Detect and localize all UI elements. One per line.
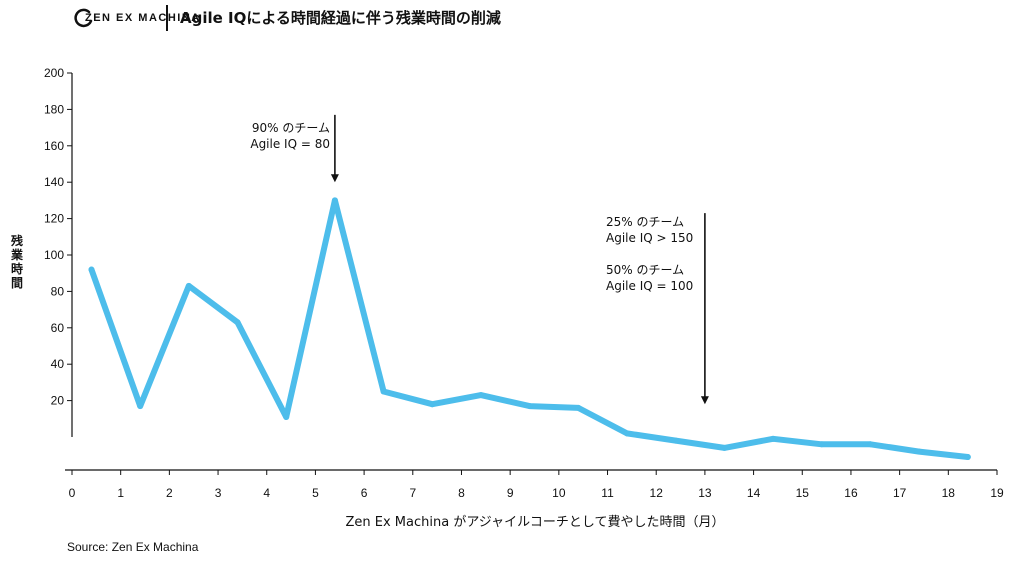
x-tick-label: 15 — [796, 486, 810, 500]
x-tick-label: 1 — [117, 486, 124, 500]
data-point — [672, 437, 679, 444]
y-tick-label: 40 — [51, 357, 65, 371]
data-point — [185, 282, 192, 289]
x-tick-label: 3 — [215, 486, 222, 500]
x-tick-label: 5 — [312, 486, 319, 500]
data-point — [770, 435, 777, 442]
y-tick-label: 140 — [44, 175, 64, 189]
annotation-text: 50% のチーム — [606, 263, 684, 277]
logo-text: ZEN EX MACHINA — [85, 12, 201, 24]
y-tick-label: 180 — [44, 102, 64, 116]
data-point — [477, 392, 484, 399]
source-note: Source: Zen Ex Machina — [67, 540, 199, 554]
data-point — [575, 404, 582, 411]
x-tick-label: 6 — [361, 486, 368, 500]
y-tick-label: 160 — [44, 139, 64, 153]
y-axis-label-char: 残 — [11, 233, 23, 248]
annotation-arrow-head — [330, 174, 339, 183]
x-axis-label: Zen Ex Machina がアジャイルコーチとして費やした時間（月） — [345, 515, 724, 530]
data-point — [380, 388, 387, 395]
data-point — [429, 401, 436, 408]
data-point — [721, 444, 728, 451]
data-point — [283, 413, 290, 420]
y-axis-label-char: 時 — [11, 261, 23, 276]
data-point — [818, 441, 825, 448]
y-axis-label: 残業時間 — [10, 233, 24, 290]
data-point — [137, 403, 144, 410]
y-tick-label: 120 — [44, 212, 64, 226]
x-tick-label: 16 — [844, 486, 858, 500]
x-tick-label: 11 — [601, 486, 614, 500]
x-tick-label: 13 — [698, 486, 712, 500]
header-divider — [166, 5, 168, 31]
annotation-text: Agile IQ = 100 — [606, 279, 693, 293]
annotation-text: Agile IQ > 150 — [606, 231, 693, 245]
x-tick-label: 19 — [990, 486, 1004, 500]
annotation-text: 25% のチーム — [606, 215, 684, 229]
company-logo: ZEN EX MACHINA — [74, 7, 201, 29]
y-tick-label: 20 — [51, 394, 65, 408]
x-axis-ticks: 0 1 2 3 4 5 6 7 8 9 10 11 12 13 14 15 16 17 18 19 — [69, 470, 1004, 500]
annotations: 90% のチーム Agile IQ = 80 25% のチーム Agile IQ > … — [250, 114, 709, 405]
annotation-text: Agile IQ = 80 — [250, 137, 330, 151]
x-tick-label: 18 — [942, 486, 956, 500]
y-tick-label: 100 — [44, 248, 64, 262]
y-tick-label: 200 — [44, 66, 64, 80]
x-tick-label: 2 — [166, 486, 173, 500]
y-tick-label: 80 — [51, 284, 65, 298]
x-tick-label: 12 — [650, 486, 664, 500]
data-point — [331, 197, 338, 204]
page-title: Agile IQによる時間経過に伴う残業時間の削減 — [180, 9, 501, 27]
data-point — [234, 319, 241, 326]
x-tick-label: 9 — [507, 486, 514, 500]
x-tick-label: 14 — [747, 486, 761, 500]
x-tick-label: 7 — [409, 486, 416, 500]
axes — [65, 73, 997, 471]
x-tick-label: 8 — [458, 486, 465, 500]
annotation-arrow-head — [700, 396, 709, 405]
y-tick-label: 60 — [51, 321, 65, 335]
annotation-text: 90% のチーム — [252, 121, 330, 135]
y-axis-ticks: 20 40 60 80 100 120 140 160 180 200 — [44, 66, 72, 408]
data-point — [964, 454, 971, 461]
data-point — [867, 441, 874, 448]
x-tick-label: 10 — [552, 486, 566, 500]
y-axis-label-char: 間 — [11, 276, 23, 290]
series-layer — [88, 197, 971, 461]
x-tick-label: 17 — [893, 486, 907, 500]
series-line — [88, 197, 971, 460]
data-point — [526, 403, 533, 410]
data-point — [88, 266, 95, 273]
data-point — [624, 430, 630, 437]
y-axis-label-char: 業 — [10, 247, 24, 262]
enso-icon — [74, 8, 93, 28]
x-tick-label: 4 — [263, 486, 270, 500]
x-tick-label: 0 — [69, 486, 76, 500]
data-point — [916, 448, 923, 455]
